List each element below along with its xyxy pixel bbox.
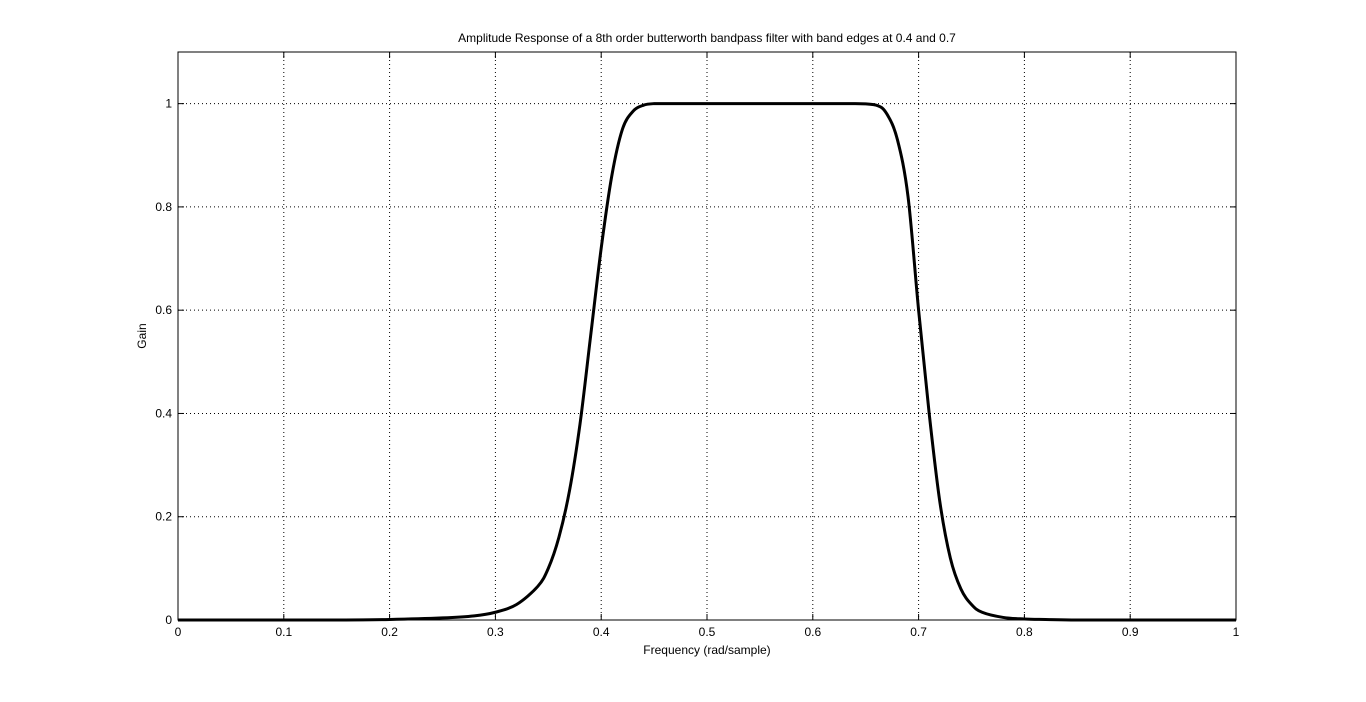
x-tick-label: 0.7 bbox=[910, 625, 927, 639]
x-tick-label: 0.5 bbox=[699, 625, 716, 639]
x-tick-label: 0.2 bbox=[381, 625, 398, 639]
x-tick-label: 0.3 bbox=[487, 625, 504, 639]
x-axis-label: Frequency (rad/sample) bbox=[643, 643, 770, 657]
y-tick-label: 0.2 bbox=[155, 510, 172, 524]
y-tick-label: 0.8 bbox=[155, 200, 172, 214]
y-tick-label: 0.6 bbox=[155, 303, 172, 317]
grid bbox=[178, 52, 1236, 620]
y-tick-label: 0 bbox=[165, 613, 172, 627]
tick-labels: 0 0.1 0.2 0.3 0.4 0.5 0.6 0.7 0.8 0.9 1 0 0.2 0.4 0.6 0… bbox=[155, 97, 1239, 639]
y-axis-label: Gain bbox=[135, 323, 149, 348]
y-tick-label: 1 bbox=[165, 97, 172, 111]
x-tick-label: 1 bbox=[1233, 625, 1240, 639]
y-tick-label: 0.4 bbox=[155, 406, 172, 420]
x-tick-label: 0.6 bbox=[804, 625, 821, 639]
series-line bbox=[178, 102, 1236, 622]
series bbox=[178, 102, 1236, 622]
x-tick-label: 0.4 bbox=[593, 625, 610, 639]
x-tick-label: 0.9 bbox=[1122, 625, 1139, 639]
axis-ticks bbox=[177, 52, 1237, 621]
x-tick-label: 0.8 bbox=[1016, 625, 1033, 639]
x-tick-label: 0.1 bbox=[275, 625, 292, 639]
chart-title: Amplitude Response of a 8th order butter… bbox=[458, 31, 956, 45]
x-tick-label: 0 bbox=[175, 625, 182, 639]
